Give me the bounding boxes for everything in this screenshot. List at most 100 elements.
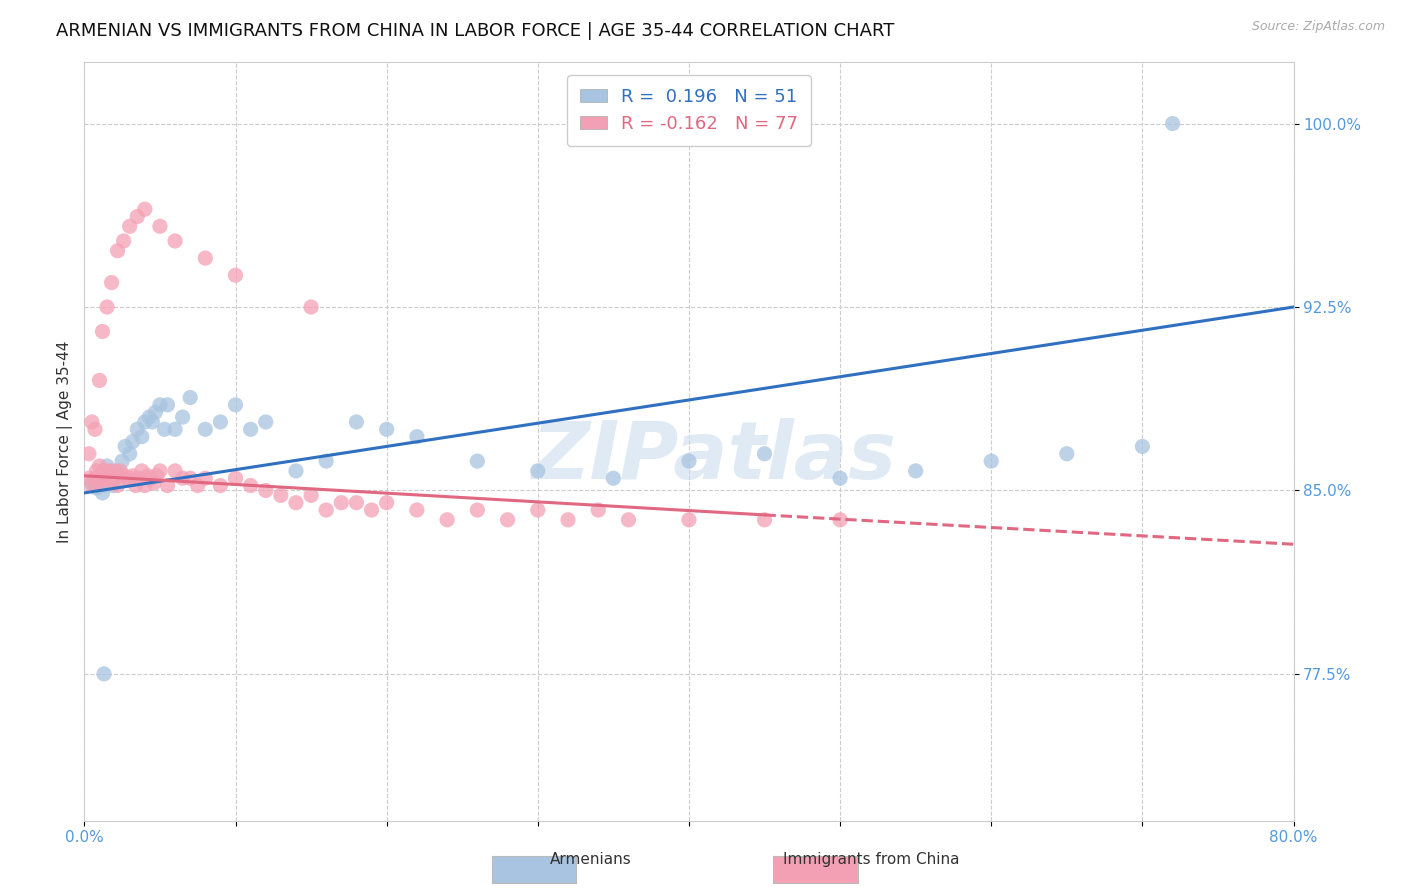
Point xyxy=(153,422,176,436)
Point xyxy=(104,471,127,485)
Point xyxy=(104,464,127,478)
Y-axis label: In Labor Force | Age 35-44: In Labor Force | Age 35-44 xyxy=(58,341,73,542)
Point xyxy=(299,488,322,502)
Point xyxy=(467,454,489,468)
Point xyxy=(406,430,429,444)
Point xyxy=(91,471,114,485)
Point xyxy=(254,483,277,498)
Point xyxy=(315,503,337,517)
Point xyxy=(96,300,118,314)
Point xyxy=(107,464,129,478)
Point xyxy=(118,219,141,234)
Point xyxy=(149,219,172,234)
Point xyxy=(830,471,852,485)
Point xyxy=(134,478,156,492)
Point xyxy=(96,471,118,485)
Point xyxy=(125,478,148,492)
Point xyxy=(980,454,1002,468)
Point xyxy=(128,471,150,485)
Point xyxy=(830,513,852,527)
Point xyxy=(84,471,107,485)
Point xyxy=(436,513,458,527)
Point xyxy=(100,474,122,488)
Point xyxy=(270,488,292,502)
Point xyxy=(110,464,132,478)
Point xyxy=(118,447,141,461)
Point xyxy=(165,234,187,248)
Point xyxy=(101,471,124,485)
Point xyxy=(80,476,103,491)
Point xyxy=(172,471,194,485)
Point xyxy=(100,468,122,483)
Point xyxy=(136,468,159,483)
Point xyxy=(209,415,232,429)
Point xyxy=(1161,117,1184,131)
Point xyxy=(285,464,308,478)
Text: ARMENIAN VS IMMIGRANTS FROM CHINA IN LABOR FORCE | AGE 35-44 CORRELATION CHART: ARMENIAN VS IMMIGRANTS FROM CHINA IN LAB… xyxy=(56,22,894,40)
Point xyxy=(315,454,337,468)
Point xyxy=(239,478,262,492)
Point xyxy=(179,471,201,485)
Point xyxy=(346,415,368,429)
Point xyxy=(527,464,550,478)
Point xyxy=(904,464,927,478)
Point xyxy=(172,410,194,425)
Point xyxy=(142,476,165,491)
Point xyxy=(557,513,579,527)
Point xyxy=(194,422,217,436)
Point xyxy=(225,471,247,485)
Point xyxy=(375,422,398,436)
Point xyxy=(145,405,167,419)
Point xyxy=(107,244,129,258)
Point xyxy=(141,415,163,429)
Point xyxy=(754,513,776,527)
Point xyxy=(254,415,277,429)
Text: Armenians: Armenians xyxy=(550,852,631,867)
Point xyxy=(127,422,149,436)
Legend: R =  0.196   N = 51, R = -0.162   N = 77: R = 0.196 N = 51, R = -0.162 N = 77 xyxy=(567,75,811,145)
Point xyxy=(91,325,114,339)
Point xyxy=(84,422,107,436)
Point xyxy=(89,458,111,473)
Point xyxy=(406,503,429,517)
Point xyxy=(80,478,103,492)
Point xyxy=(225,268,247,283)
Point xyxy=(84,478,107,492)
Point xyxy=(1130,439,1153,453)
Point xyxy=(375,496,398,510)
Point xyxy=(98,476,121,491)
Point xyxy=(165,464,187,478)
Point xyxy=(149,398,172,412)
Point xyxy=(346,496,368,510)
Point xyxy=(187,478,209,492)
Point xyxy=(97,464,120,478)
Point xyxy=(496,513,519,527)
Point xyxy=(225,398,247,412)
Point xyxy=(149,464,172,478)
Point xyxy=(1056,447,1078,461)
Point xyxy=(97,468,120,483)
Point xyxy=(93,464,115,478)
Point xyxy=(179,391,201,405)
Point xyxy=(98,464,121,478)
Point xyxy=(194,251,217,265)
Point xyxy=(678,513,700,527)
Point xyxy=(527,503,550,517)
Point xyxy=(107,478,129,492)
Point xyxy=(87,476,110,491)
Point xyxy=(285,496,308,510)
Point xyxy=(131,464,153,478)
Point xyxy=(360,503,382,517)
Point xyxy=(112,234,135,248)
Point xyxy=(86,464,108,478)
Point xyxy=(299,300,322,314)
Point xyxy=(80,415,103,429)
Point xyxy=(89,471,111,485)
Point xyxy=(96,458,118,473)
Point xyxy=(156,398,179,412)
Point xyxy=(94,468,117,483)
Point xyxy=(100,276,122,290)
Point xyxy=(121,434,143,449)
Point xyxy=(156,478,179,492)
Point xyxy=(101,478,124,492)
